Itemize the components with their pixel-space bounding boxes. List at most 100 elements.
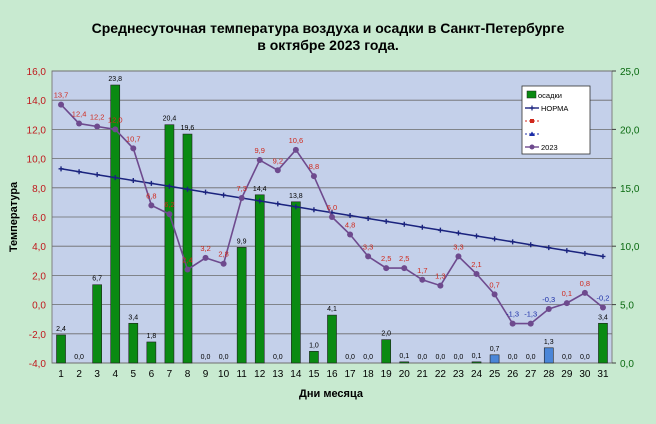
temp-2023-point: [455, 253, 462, 260]
precip-bar: [146, 341, 157, 364]
temp-value-label: 10,7: [126, 134, 141, 143]
x-tick-label: 14: [290, 369, 302, 380]
norm-point: [221, 192, 227, 198]
temp-2023-point: [329, 214, 335, 220]
precip-bar: [327, 314, 337, 364]
x-tick-label: 1: [58, 369, 64, 380]
y-tick-label: -4,0: [29, 359, 47, 370]
precip-bar: [128, 322, 139, 364]
precip-bar: [381, 339, 392, 364]
x-tick-label: 18: [363, 369, 375, 380]
x-tick-label: 19: [381, 369, 393, 380]
temp-2023-point: [148, 202, 155, 209]
precip-bar: [309, 351, 319, 364]
y2-tick-label: 15,0: [620, 184, 640, 195]
temp-value-label: 6,0: [327, 203, 337, 212]
x-tick-label: 29: [561, 369, 573, 380]
norm-point: [455, 230, 461, 236]
temp-2023-point: [419, 276, 426, 283]
legend-label-precip: осадки: [538, 91, 562, 100]
precip-value-label: 3,4: [598, 314, 608, 321]
precip-value-label: 0,0: [417, 354, 427, 361]
temp-2023-point: [130, 145, 137, 152]
x-tick-label: 28: [543, 369, 555, 380]
precip-bar: [598, 322, 608, 364]
precip-value-label: 0,1: [399, 353, 409, 360]
norm-point: [203, 189, 209, 195]
norm-point: [419, 224, 425, 230]
temp-2023-point: [310, 173, 317, 180]
temp-2023-point: [473, 270, 480, 277]
temp-value-label: 2,8: [218, 250, 228, 259]
temp-value-label: 4,8: [345, 221, 355, 230]
temp-value-label: 6,8: [146, 191, 156, 200]
temp-2023-point: [184, 266, 191, 273]
temp-2023-point: [347, 231, 354, 238]
y2-tick-label: 0,0: [620, 359, 634, 370]
norm-point: [510, 239, 516, 245]
x-tick-label: 4: [112, 369, 118, 380]
x-tick-label: 25: [489, 369, 501, 380]
temp-2023-point: [58, 101, 65, 108]
precip-value-label: 0,0: [454, 354, 464, 361]
precip-bar: [92, 284, 102, 364]
precip-bar: [182, 133, 193, 364]
temp-value-label: 10,6: [289, 136, 304, 145]
y-tick-label: 12,0: [27, 125, 47, 136]
norm-point: [600, 253, 606, 259]
legend-marker-norm: [529, 105, 535, 111]
precip-value-label: 3,4: [128, 314, 138, 321]
precip-value-label: 0,0: [580, 354, 590, 361]
x-tick-label: 27: [525, 369, 537, 380]
precip-value-label: 0,0: [273, 354, 283, 361]
y2-tick-label: 20,0: [620, 125, 640, 136]
temp-2023-point: [527, 320, 534, 327]
precip-bar: [291, 201, 301, 364]
temp-2023-point: [76, 120, 83, 127]
y-tick-label: 16,0: [27, 67, 47, 78]
temp-2023-point: [491, 291, 498, 298]
y-tick-label: 10,0: [27, 155, 47, 166]
y-tick-label: 6,0: [32, 213, 46, 224]
y2-tick-label: 25,0: [620, 67, 640, 78]
norm-point: [166, 183, 172, 189]
temp-value-label: 9,9: [255, 146, 265, 155]
temp-value-label: 12,2: [90, 112, 105, 121]
temp-2023-point: [581, 289, 588, 296]
legend-marker-blue: [529, 131, 535, 136]
temp-value-label: 0,1: [562, 289, 572, 298]
temp-2023-point: [599, 304, 606, 311]
temp-value-label: -1,3: [506, 310, 519, 319]
precip-value-label: 0,7: [490, 346, 500, 353]
precip-value-label: 0,0: [436, 354, 446, 361]
norm-point: [474, 233, 480, 239]
legend-label-norm: НОРМА: [541, 104, 568, 113]
x-tick-label: 13: [272, 369, 284, 380]
temp-value-label: 1,7: [417, 266, 427, 275]
norm-point: [76, 169, 82, 175]
norm-point: [112, 175, 118, 181]
temp-2023-point: [292, 146, 299, 153]
temp-2023-point: [545, 305, 552, 312]
legend-marker-red: [530, 119, 534, 123]
temp-value-label: 1,3: [435, 272, 445, 281]
temp-value-label: 3,3: [453, 242, 463, 251]
legend-swatch-precip: [526, 90, 537, 99]
norm-point: [94, 172, 100, 178]
norm-point: [564, 248, 570, 254]
norm-point: [401, 221, 407, 227]
norm-point: [58, 166, 64, 172]
x-tick-label: 5: [131, 369, 137, 380]
precip-bar: [471, 361, 482, 364]
precip-value-label: 13,8: [289, 193, 303, 200]
x-tick-label: 16: [326, 369, 338, 380]
norm-point: [546, 245, 552, 251]
y2-tick-label: 5,0: [620, 301, 634, 312]
temp-value-label: 0,8: [580, 279, 590, 288]
temp-value-label: 7,3: [236, 184, 246, 193]
precip-value-label: 0,0: [363, 354, 373, 361]
temp-value-label: 13,7: [54, 91, 69, 100]
y-tick-label: 8,0: [32, 184, 46, 195]
temp-value-label: 3,2: [200, 244, 210, 253]
